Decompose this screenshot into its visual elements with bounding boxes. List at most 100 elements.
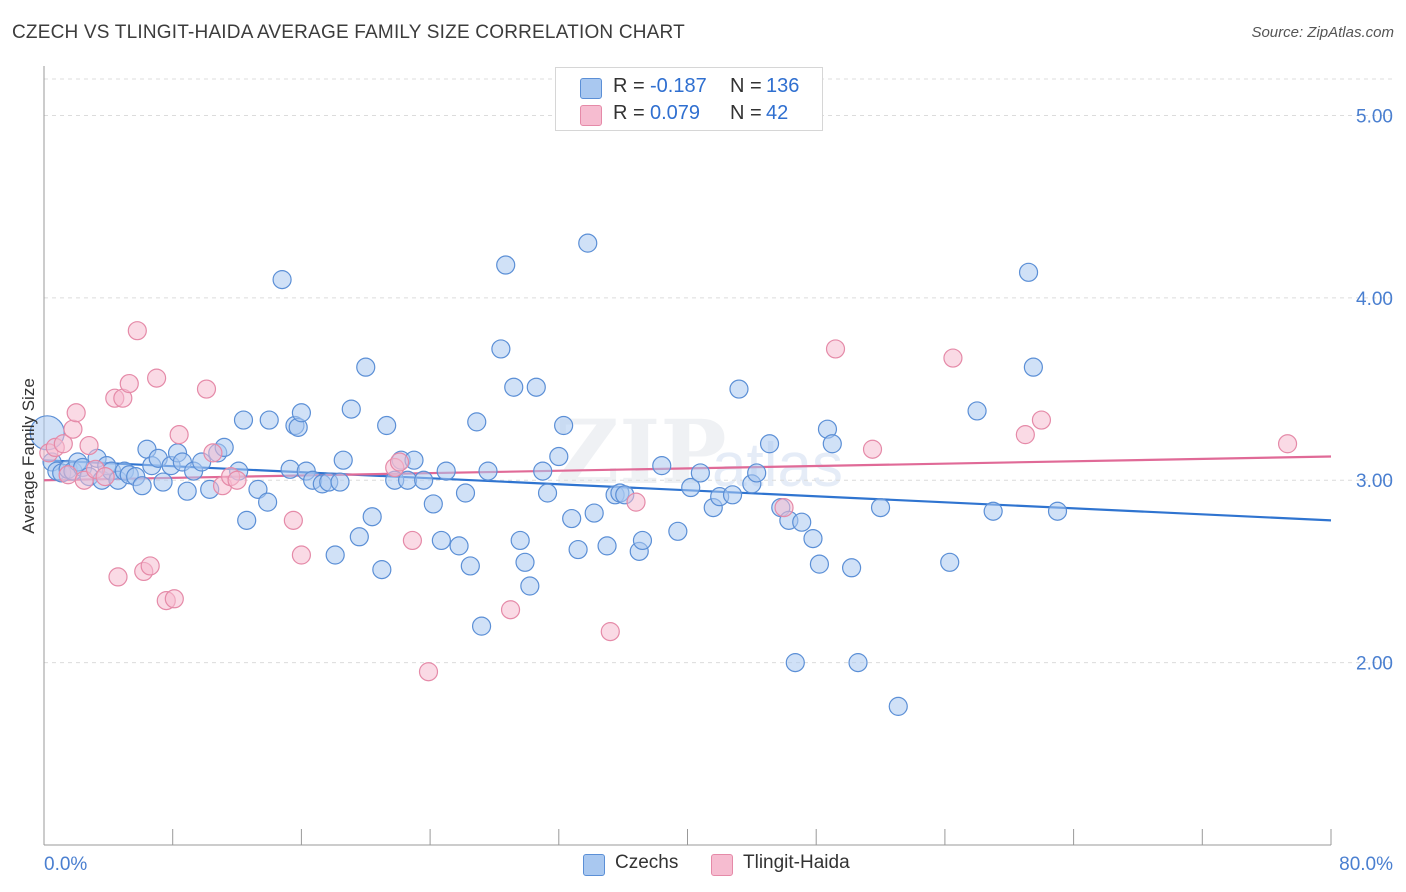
y-tick-label: 5.00 [1356,106,1393,127]
n-label: N = [730,75,762,97]
czech-point [449,536,469,556]
czech-point [533,461,553,481]
czech-point [759,434,780,454]
n-value: 136 [766,75,800,97]
czech-point [372,560,392,580]
tick-labels: 2.00 3.00 4.00 5.00 0.0% 80.0% [44,106,1393,875]
czech-point [291,403,311,423]
czech-point [549,446,569,467]
czech-point [722,485,743,505]
tlingit-point [227,470,247,490]
czech-point [258,492,278,512]
czech-point [803,528,823,549]
czech-point [841,558,862,578]
tlingit-point [164,589,184,609]
axes [43,66,1332,846]
czech-point [510,530,530,551]
czech-point [526,377,546,397]
czech-point [333,450,353,470]
n-label: N = [730,102,762,124]
r-value: 0.079 [650,102,701,124]
czech-point [237,510,257,530]
tlingit-legend-swatch [711,854,733,876]
czech-point [248,479,268,499]
y-tick-label: 3.00 [1356,471,1393,492]
czech-point [578,233,598,253]
czech-point [259,410,279,430]
r-value: -0.187 [650,75,707,97]
czech-point [325,545,345,565]
czech-point [436,461,456,481]
czech-point [792,512,812,532]
x-tick-label-min: 0.0% [44,854,87,875]
czech-point [554,415,574,436]
source-label: Source: ZipAtlas.com [1251,24,1394,41]
tlingit-point [500,600,521,620]
czech-point [822,434,842,454]
tlingit-point [1277,434,1298,454]
czech-point [455,483,476,503]
czech-point [747,463,767,483]
chart-title: CZECH VS TLINGIT-HAIDA AVERAGE FAMILY SI… [12,22,685,43]
tlingit-point [418,662,439,682]
czech-point [153,472,173,492]
czech-point [632,530,653,551]
czech-point [888,696,908,716]
czech-point [341,399,361,419]
czech-point [233,410,254,430]
tlingit-point [63,419,83,439]
tlingit-point [825,339,846,359]
czech-point [584,503,604,523]
tlingit-point [147,368,167,388]
stats-box: R = -0.187 N = 136 R = 0.079 N = 42 [555,67,823,131]
czech-point [690,463,710,483]
czech-point [414,470,434,490]
gridlines [44,78,1394,664]
tlingit-point [862,439,883,459]
x-tick-label-max: 80.0% [1339,854,1393,875]
czech-point [1018,262,1039,282]
tlingit-point [53,434,73,454]
czech-point [356,357,376,377]
czech-point [515,552,535,572]
tlingit-point [291,545,311,565]
czech-point [377,415,397,436]
tlingit-point [108,567,128,587]
tlingit-point [774,497,794,518]
y-axis-title: Average Family Size [19,378,38,534]
czech-point [520,576,540,596]
czech-point [362,507,382,527]
czech-point [330,472,350,492]
tlingit-point [626,492,646,512]
czech-point [568,539,588,560]
tlingit-point [1031,410,1052,430]
czech-point [423,494,443,514]
czech-point [431,530,451,551]
czech-point [652,456,672,476]
tlingit-point [943,348,963,368]
tlingit-point [140,556,160,576]
czech-point [280,459,300,479]
czech-point [668,521,688,541]
tlingit-point [95,466,115,487]
tlingit-point [1015,425,1035,445]
tlingit-swatch [580,105,602,126]
tlingit-point [58,465,78,485]
tlingit-point [203,443,223,463]
tlingit-point [402,530,423,551]
czech-point [460,556,480,576]
y-tick-label: 2.00 [1356,654,1393,675]
tlingit-point [66,403,86,423]
czech-point [848,653,868,673]
czech-point [809,554,830,574]
czech-point [1023,357,1043,377]
czech-point [272,270,292,290]
czech-point [504,377,524,397]
czech-point [983,501,1003,521]
tlingit-point [169,425,189,445]
n-value: 42 [766,102,789,124]
tlingit-point [389,452,410,472]
czech-point [471,616,492,636]
czech-point [1047,501,1068,521]
